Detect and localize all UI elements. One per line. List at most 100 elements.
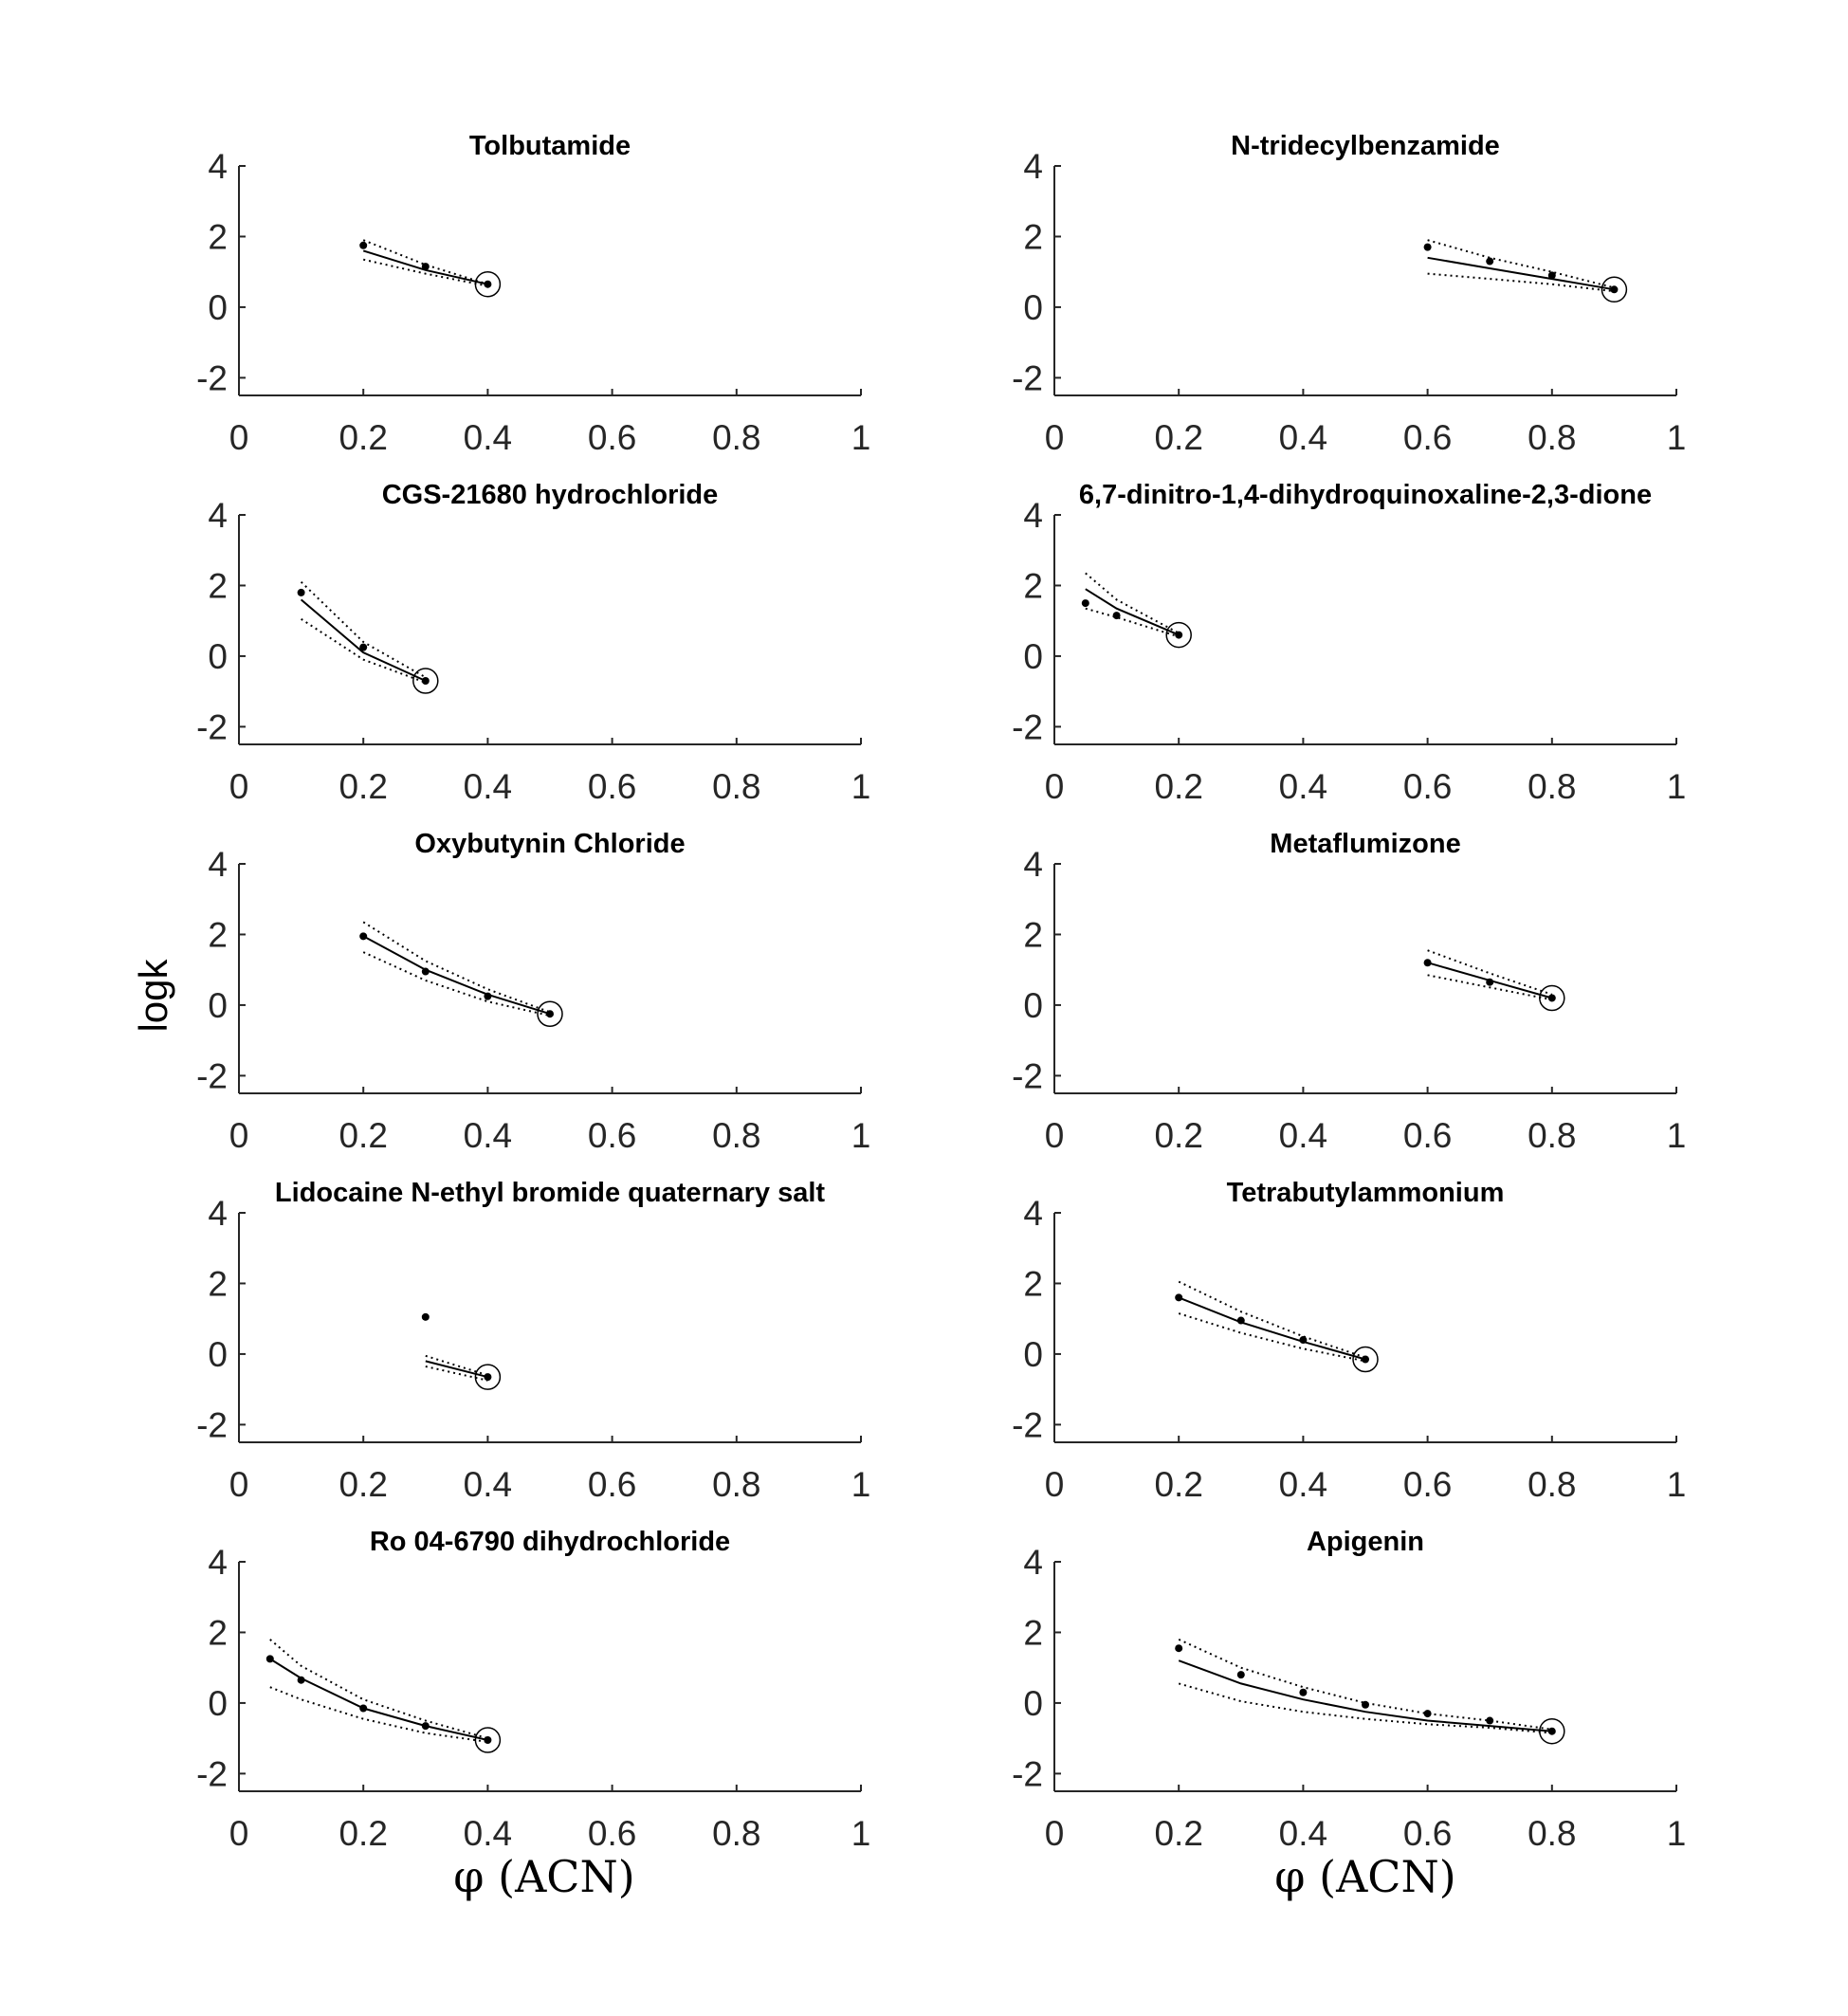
x-tick-label: 0.2 — [1154, 1465, 1202, 1504]
x-tick-label: 1 — [1667, 767, 1687, 806]
upper-bound-line — [269, 1639, 488, 1740]
x-tick-label: 0 — [1045, 767, 1065, 806]
x-tick-label: 0.6 — [588, 1116, 636, 1155]
data-point — [421, 263, 430, 271]
fit-line — [425, 1360, 488, 1379]
data-point — [1486, 978, 1494, 986]
highlighted-point-ring — [537, 1000, 563, 1027]
subplot-title: N-tridecylbenzamide — [1231, 131, 1500, 161]
subplot-title: Oxybutynin Chloride — [414, 829, 685, 859]
y-tick-label: -2 — [1012, 1405, 1043, 1444]
data-point — [297, 588, 305, 596]
x-tick-label: 0.4 — [464, 418, 512, 457]
x-axis-label-right: φ (ACN) — [1274, 1851, 1455, 1902]
data-point — [1236, 1316, 1245, 1325]
data-point — [1236, 1671, 1245, 1679]
highlighted-point-ring — [1165, 621, 1192, 649]
data-point — [297, 1676, 305, 1684]
data-point — [421, 676, 430, 685]
y-tick-label: 2 — [1023, 217, 1043, 256]
x-tick-label: 0 — [1045, 1116, 1065, 1155]
data-point — [421, 967, 430, 976]
x-tick-label: 0.4 — [464, 1465, 512, 1504]
upper-bound-line — [362, 921, 551, 1014]
y-tick-label: 4 — [1023, 1543, 1043, 1582]
data-point — [1362, 1355, 1369, 1364]
y-tick-label: 4 — [1023, 147, 1043, 186]
x-tick-label: 0.4 — [464, 767, 512, 806]
data-point — [421, 1722, 430, 1731]
data-point — [359, 241, 368, 249]
y-tick-label: -2 — [1012, 707, 1043, 746]
x-tick-label: 1 — [1667, 1116, 1687, 1155]
x-tick-label: 0.4 — [1279, 1465, 1327, 1504]
data-point — [1547, 994, 1556, 1002]
data-point — [484, 992, 492, 1000]
x-tick-label: 0.2 — [338, 1465, 387, 1504]
subplot-title: 6,7-dinitro-1,4-dihydroquinoxaline-2,3-d… — [1079, 480, 1652, 510]
x-tick-label: 0.6 — [1403, 767, 1452, 806]
lower-bound-line — [1427, 974, 1552, 1001]
data-point — [1423, 243, 1432, 251]
x-tick-label: 0.2 — [1154, 1814, 1202, 1853]
x-tick-label: 0.6 — [588, 1814, 636, 1853]
x-tick-label: 0.6 — [1403, 1465, 1452, 1504]
subplot-title: Tetrabutylammonium — [1227, 1178, 1505, 1208]
x-tick-label: 0.8 — [1528, 1116, 1576, 1155]
data-point — [359, 932, 368, 941]
fit-line — [300, 598, 427, 682]
x-tick-label: 0.2 — [338, 1814, 387, 1853]
subplot-title: Ro 04-6790 dihydrochloride — [370, 1527, 730, 1557]
x-tick-label: 0.4 — [1279, 1116, 1327, 1155]
y-tick-label: 0 — [1023, 637, 1043, 676]
y-tick-label: 2 — [1023, 915, 1043, 954]
lower-bound-line — [362, 258, 488, 287]
data-point — [1299, 1336, 1308, 1345]
data-point — [1081, 599, 1089, 608]
y-tick-label: 4 — [1023, 1194, 1043, 1233]
x-tick-label: 1 — [851, 1465, 871, 1504]
x-tick-label: 0 — [229, 418, 249, 457]
highlighted-point-ring — [1539, 1717, 1565, 1745]
y-tick-label: 2 — [208, 1613, 228, 1652]
y-tick-label: 0 — [1023, 288, 1043, 327]
data-point — [1362, 1700, 1369, 1709]
data-point — [1610, 285, 1619, 294]
x-tick-label: 0.8 — [712, 1814, 760, 1853]
y-tick-label: 0 — [208, 637, 228, 676]
lower-bound-line — [362, 951, 551, 1017]
y-tick-label: 4 — [1023, 845, 1043, 884]
x-tick-label: 0 — [1045, 418, 1065, 457]
x-tick-label: 0 — [229, 767, 249, 806]
y-tick-label: 4 — [208, 845, 228, 884]
upper-bound-line — [1427, 239, 1615, 289]
x-tick-label: 0.4 — [1279, 767, 1327, 806]
subplot-7: Lidocaine N-ethyl bromide quaternary sal… — [196, 1178, 870, 1504]
y-tick-label: 0 — [208, 288, 228, 327]
y-tick-label: -2 — [1012, 358, 1043, 397]
x-tick-label: 1 — [851, 1116, 871, 1155]
y-tick-label: 2 — [1023, 1264, 1043, 1303]
y-tick-label: 2 — [208, 1264, 228, 1303]
data-point — [1423, 959, 1432, 967]
subplot-title: Tolbutamide — [469, 131, 631, 161]
upper-bound-line — [1085, 572, 1180, 634]
data-point — [1547, 271, 1556, 280]
fit-line — [1085, 588, 1180, 636]
y-tick-label: -2 — [1012, 1056, 1043, 1095]
highlighted-point-ring — [474, 270, 502, 298]
x-tick-label: 0.4 — [1279, 1814, 1327, 1853]
subplot-3: CGS-21680 hydrochloride 0 0.2 0.4 0.6 0.8 1 4 2 0… — [196, 480, 870, 806]
y-tick-label: -2 — [196, 707, 228, 746]
data-point — [484, 280, 492, 288]
highlighted-point-ring — [474, 1727, 502, 1753]
highlighted-point-ring — [412, 668, 439, 694]
x-tick-label: 0 — [1045, 1814, 1065, 1853]
x-tick-label: 0 — [1045, 1465, 1065, 1504]
fit-line — [1178, 1659, 1552, 1732]
lower-bound-line — [1427, 272, 1615, 293]
